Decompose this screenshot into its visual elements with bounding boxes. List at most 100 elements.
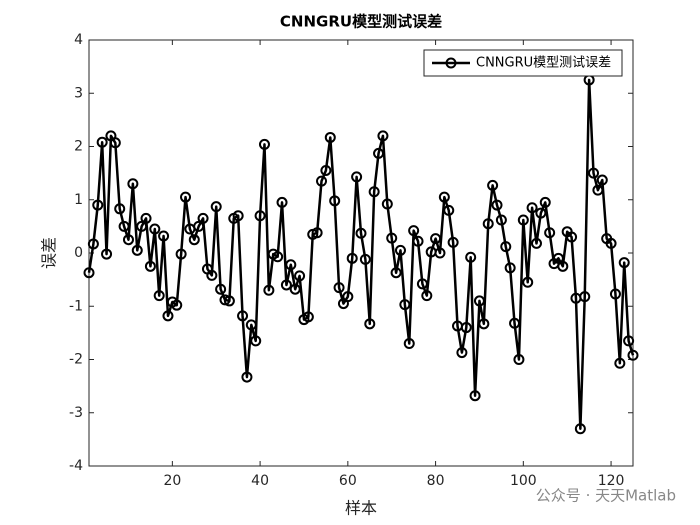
marker	[92, 199, 104, 211]
marker	[285, 259, 297, 271]
marker	[140, 212, 152, 224]
marker	[180, 191, 192, 203]
chart-title: CNNGRU模型测试误差	[280, 13, 442, 31]
x-tick-label: 100	[510, 473, 537, 489]
marker	[250, 335, 262, 347]
y-tick-label: 0	[74, 245, 83, 261]
marker	[197, 212, 209, 224]
marker	[254, 210, 266, 222]
marker	[495, 214, 507, 226]
marker	[272, 251, 284, 263]
marker	[122, 234, 134, 246]
marker	[232, 210, 244, 222]
marker	[605, 237, 617, 249]
marker	[394, 244, 406, 256]
marker	[359, 253, 371, 265]
marker	[368, 186, 380, 198]
marker	[412, 235, 424, 247]
marker	[438, 191, 450, 203]
marker	[109, 137, 121, 149]
marker	[627, 349, 639, 361]
marker	[342, 291, 354, 303]
marker	[513, 354, 525, 365]
marker	[263, 284, 275, 296]
marker	[149, 223, 161, 235]
marker	[320, 164, 332, 176]
marker	[364, 318, 376, 330]
marker	[324, 131, 336, 143]
marker	[478, 318, 490, 330]
x-tick-label: 20	[163, 473, 181, 489]
marker	[210, 201, 222, 213]
marker	[381, 198, 393, 210]
marker	[399, 299, 411, 311]
marker	[421, 290, 433, 302]
marker	[504, 262, 516, 274]
y-tick-label: 2	[74, 139, 83, 155]
y-tick-label: -4	[69, 458, 83, 474]
marker	[588, 167, 600, 179]
marker	[460, 322, 472, 334]
marker	[158, 230, 170, 242]
marker	[473, 295, 485, 307]
marker	[136, 220, 148, 232]
marker	[526, 202, 538, 214]
marker	[127, 178, 139, 190]
marker	[188, 234, 200, 246]
marker	[491, 199, 503, 211]
marker	[311, 227, 323, 239]
marker	[623, 335, 635, 347]
marker	[447, 236, 459, 248]
marker	[355, 227, 367, 239]
y-tick-label: -3	[69, 405, 83, 421]
x-tick-label: 80	[427, 473, 445, 489]
marker	[276, 196, 288, 208]
marker	[557, 260, 569, 272]
marker	[87, 238, 99, 250]
marker	[456, 347, 468, 359]
marker	[83, 267, 95, 279]
y-tick-label: -2	[69, 352, 83, 368]
marker	[215, 283, 227, 295]
marker	[223, 295, 235, 307]
marker	[162, 310, 174, 322]
marker	[539, 196, 551, 208]
marker	[552, 252, 564, 264]
marker	[614, 357, 626, 369]
marker	[96, 136, 108, 148]
marker	[193, 220, 205, 232]
marker	[101, 248, 113, 260]
marker	[596, 174, 608, 186]
marker	[609, 288, 621, 300]
axes-box	[88, 39, 634, 467]
marker	[487, 179, 499, 191]
marker	[245, 319, 257, 331]
marker	[469, 390, 481, 402]
marker	[509, 317, 521, 329]
marker	[237, 310, 249, 322]
marker	[346, 252, 358, 264]
marker	[500, 241, 512, 253]
marker	[329, 195, 341, 207]
marker	[386, 232, 398, 244]
marker	[294, 270, 306, 282]
marker	[219, 294, 231, 306]
y-tick-label: 3	[74, 85, 83, 101]
marker	[517, 214, 529, 226]
marker	[258, 138, 270, 150]
marker	[390, 267, 402, 279]
marker	[482, 218, 494, 230]
y-tick-label: -1	[69, 298, 83, 314]
marker	[416, 278, 428, 290]
marker	[144, 260, 156, 272]
marker	[351, 171, 363, 183]
marker	[403, 338, 415, 350]
marker	[377, 130, 389, 142]
x-tick-label: 120	[598, 473, 625, 489]
legend-label: CNNGRU模型测试误差	[476, 56, 611, 71]
marker	[465, 251, 477, 263]
marker	[579, 291, 591, 303]
y-tick-label: 1	[74, 192, 83, 208]
marker	[333, 282, 345, 294]
